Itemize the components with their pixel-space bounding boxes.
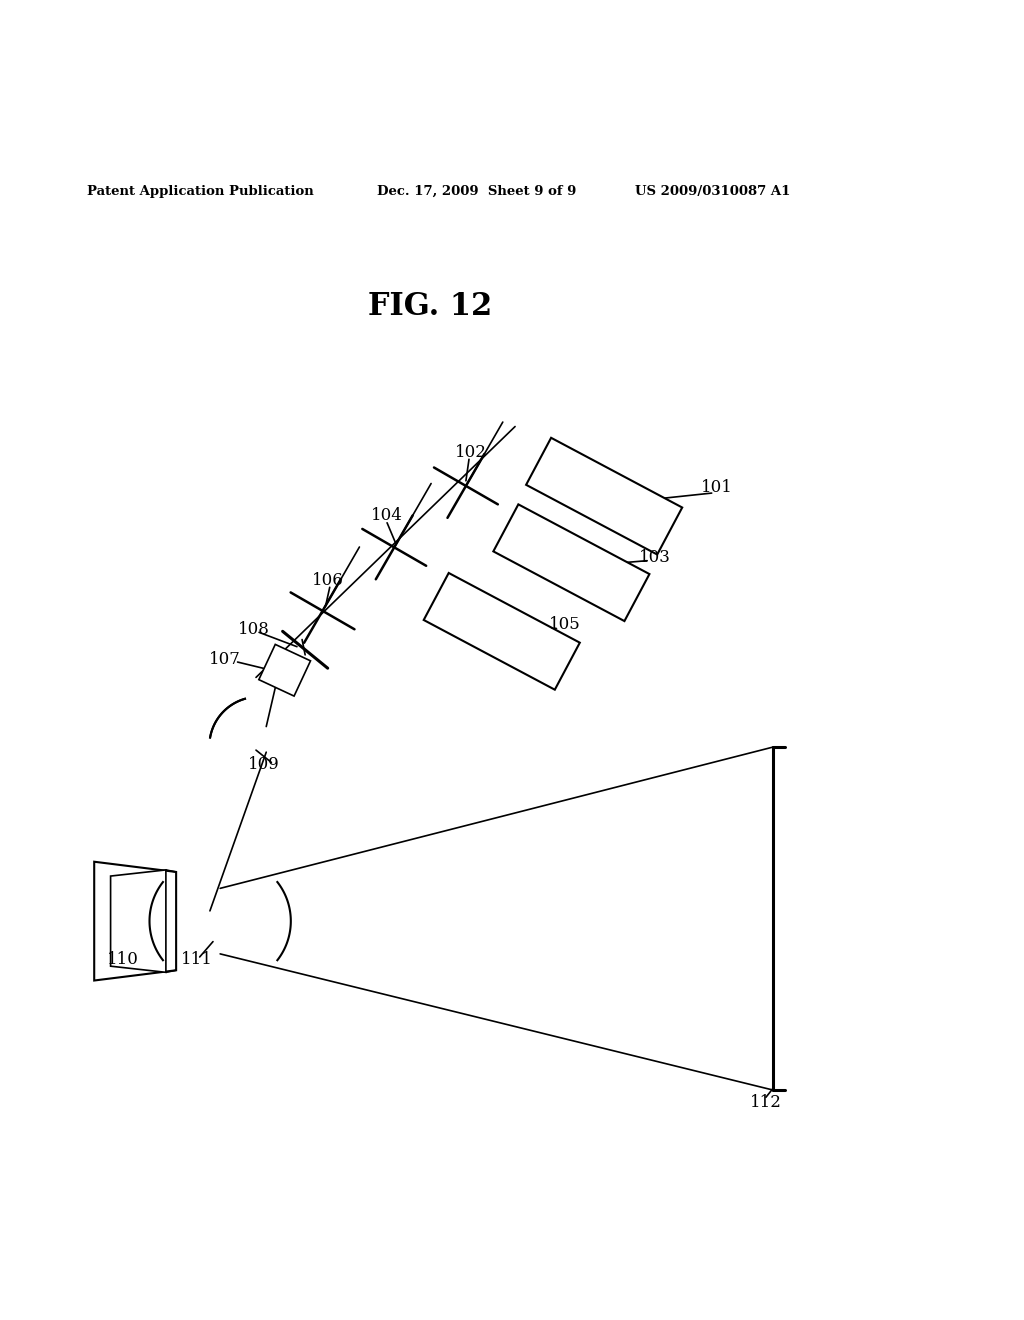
Text: US 2009/0310087 A1: US 2009/0310087 A1 xyxy=(635,185,791,198)
Text: FIG. 12: FIG. 12 xyxy=(368,292,493,322)
Text: 103: 103 xyxy=(639,549,672,566)
Polygon shape xyxy=(94,862,176,981)
Text: 106: 106 xyxy=(311,572,344,589)
Text: 111: 111 xyxy=(180,950,213,968)
Text: Dec. 17, 2009  Sheet 9 of 9: Dec. 17, 2009 Sheet 9 of 9 xyxy=(377,185,577,198)
Text: Patent Application Publication: Patent Application Publication xyxy=(87,185,313,198)
Text: 112: 112 xyxy=(750,1094,782,1111)
Polygon shape xyxy=(526,438,682,554)
Polygon shape xyxy=(494,504,649,622)
Text: 101: 101 xyxy=(700,479,733,496)
Text: 105: 105 xyxy=(549,615,582,632)
Text: 109: 109 xyxy=(248,756,281,774)
Text: 102: 102 xyxy=(455,444,487,461)
Text: 107: 107 xyxy=(209,652,242,668)
Text: 110: 110 xyxy=(106,950,139,968)
Polygon shape xyxy=(424,573,580,689)
Polygon shape xyxy=(111,870,166,973)
Text: 108: 108 xyxy=(238,620,270,638)
Polygon shape xyxy=(259,644,310,696)
Text: 104: 104 xyxy=(371,507,403,524)
